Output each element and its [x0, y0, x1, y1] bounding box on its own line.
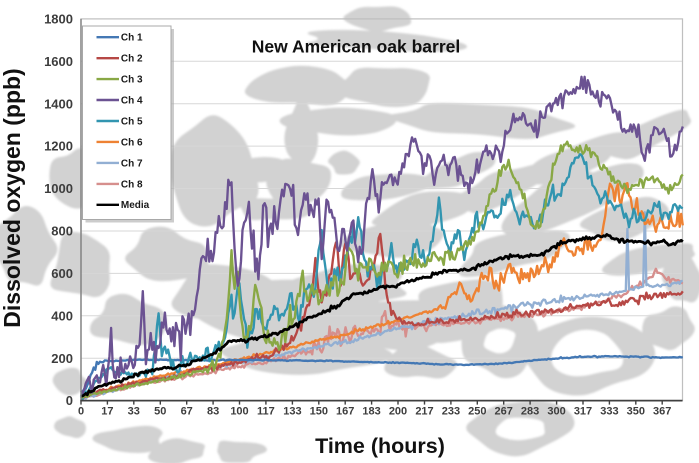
svg-text:33: 33: [128, 406, 140, 418]
svg-text:250: 250: [468, 406, 486, 418]
svg-text:Ch 2: Ch 2: [121, 54, 143, 65]
svg-text:400: 400: [51, 308, 73, 323]
svg-text:283: 283: [521, 406, 539, 418]
svg-text:0: 0: [66, 393, 73, 408]
svg-text:317: 317: [574, 406, 592, 418]
svg-text:1200: 1200: [44, 139, 73, 154]
svg-text:167: 167: [336, 406, 354, 418]
svg-text:0: 0: [78, 406, 84, 418]
svg-text:800: 800: [51, 224, 73, 239]
svg-text:Ch 1: Ch 1: [121, 33, 143, 44]
svg-text:17: 17: [101, 406, 113, 418]
svg-text:Media: Media: [121, 200, 150, 211]
svg-text:200: 200: [51, 351, 73, 366]
svg-text:1600: 1600: [44, 54, 73, 69]
svg-text:Ch 4: Ch 4: [121, 96, 143, 107]
svg-text:267: 267: [495, 406, 513, 418]
svg-text:200: 200: [389, 406, 407, 418]
svg-text:Ch 6: Ch 6: [121, 137, 143, 148]
svg-text:133: 133: [283, 406, 301, 418]
svg-text:Ch 8: Ch 8: [121, 179, 143, 190]
svg-text:150: 150: [310, 406, 328, 418]
svg-text:50: 50: [154, 406, 166, 418]
svg-text:217: 217: [415, 406, 433, 418]
svg-text:83: 83: [207, 406, 219, 418]
svg-text:67: 67: [181, 406, 193, 418]
svg-text:1800: 1800: [44, 12, 73, 27]
svg-text:Time (hours): Time (hours): [315, 434, 445, 458]
svg-text:367: 367: [653, 406, 671, 418]
svg-text:117: 117: [257, 406, 275, 418]
svg-text:Dissolved oxygen (ppb): Dissolved oxygen (ppb): [0, 68, 25, 327]
svg-text:100: 100: [230, 406, 248, 418]
svg-text:Ch 5: Ch 5: [121, 116, 143, 127]
svg-text:183: 183: [362, 406, 380, 418]
svg-text:300: 300: [547, 406, 565, 418]
svg-text:1400: 1400: [44, 96, 73, 111]
svg-text:350: 350: [627, 406, 645, 418]
svg-text:1000: 1000: [44, 181, 73, 196]
svg-text:233: 233: [442, 406, 460, 418]
svg-text:New American oak barrel: New American oak barrel: [252, 37, 460, 57]
svg-text:Ch 7: Ch 7: [121, 158, 143, 169]
svg-text:Ch 3: Ch 3: [121, 75, 143, 86]
svg-text:333: 333: [600, 406, 618, 418]
svg-text:600: 600: [51, 266, 73, 281]
